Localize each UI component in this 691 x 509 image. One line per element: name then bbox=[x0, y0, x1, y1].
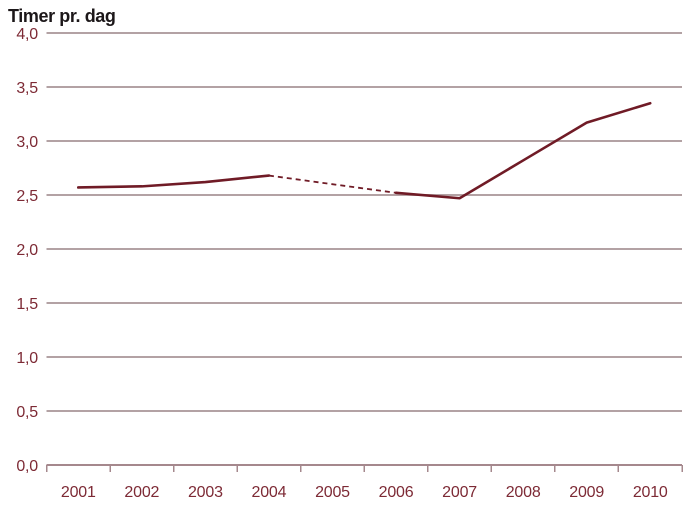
y-tick-label: 0,0 bbox=[16, 458, 38, 475]
x-tick-label: 2003 bbox=[188, 484, 223, 501]
x-tick-label: 2009 bbox=[569, 484, 604, 501]
data-line bbox=[76, 174, 271, 189]
x-tick-label: 2005 bbox=[315, 484, 350, 501]
y-tick-label: 3,5 bbox=[16, 80, 38, 97]
y-tick-label: 3,0 bbox=[16, 134, 38, 151]
y-tick-label: 2,0 bbox=[16, 242, 38, 259]
x-tick-label: 2010 bbox=[633, 484, 668, 501]
y-tick-label: 1,5 bbox=[16, 296, 38, 313]
y-tick-label: 1,0 bbox=[16, 350, 38, 367]
x-tick-label: 2006 bbox=[379, 484, 414, 501]
y-tick-label: 4,0 bbox=[16, 26, 38, 43]
x-tick-label: 2008 bbox=[506, 484, 541, 501]
y-tick-label: 2,5 bbox=[16, 188, 38, 205]
chart-title: Timer pr. dag bbox=[8, 6, 116, 26]
data-line-dashed bbox=[268, 174, 397, 194]
x-tick-label: 2001 bbox=[61, 484, 96, 501]
x-tick-label: 2007 bbox=[442, 484, 477, 501]
x-tick-label: 2002 bbox=[124, 484, 159, 501]
y-tick-label: 0,5 bbox=[16, 404, 38, 421]
x-tick-label: 2004 bbox=[252, 484, 287, 501]
data-line bbox=[394, 101, 652, 200]
